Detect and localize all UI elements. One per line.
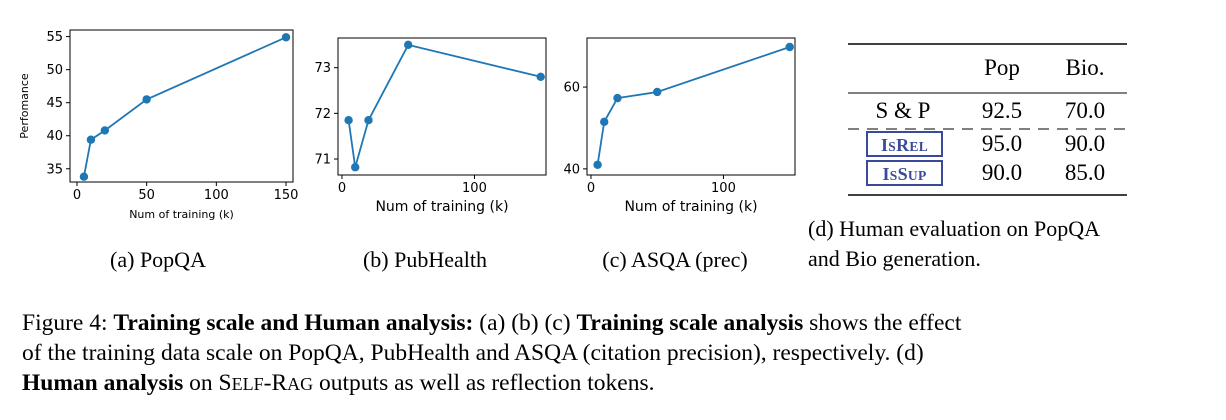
y-tick-label: 35: [46, 162, 63, 177]
y-tick-label: 72: [314, 107, 331, 122]
caption-line-2: of the training data scale on PopQA, Pub…: [22, 340, 924, 366]
series-line: [83, 36, 287, 177]
pubhealth-chart: 0 100 71 72 73 Num of training (k): [314, 37, 547, 215]
human-eval-table: Pop Bio. S & P 92.5 70.0 ISREL 95.0 90.0…: [848, 43, 1127, 196]
x-tick-label: 0: [338, 181, 346, 196]
row-issup-pop: 90.0: [982, 160, 1022, 185]
x-tick-label: 50: [138, 188, 155, 203]
data-point: [536, 72, 545, 82]
issup-token-box: [866, 160, 943, 186]
x-axis-label: Num of training (k): [624, 199, 757, 215]
data-point: [344, 116, 353, 125]
y-tick-label: 40: [563, 162, 580, 177]
row-isrel-pop: 95.0: [982, 131, 1022, 156]
subcaption-c: (c) ASQA (prec): [602, 247, 747, 272]
subcaption-d-line1: (d) Human evaluation on PopQA: [808, 216, 1100, 241]
data-point: [600, 117, 609, 127]
data-point: [593, 160, 602, 169]
data-point: [613, 93, 622, 103]
series-line: [596, 46, 790, 165]
table-header-bio: Bio.: [1066, 55, 1105, 80]
data-point: [86, 135, 96, 144]
y-tick-label: 71: [314, 153, 331, 168]
data-point: [404, 40, 413, 50]
x-tick-label: 150: [274, 188, 299, 203]
figure-caption: Figure 4: Training scale and Human analy…: [22, 310, 962, 396]
row-sp-label: S & P: [876, 98, 931, 123]
plot-frame: [337, 37, 547, 176]
y-tick-label: 60: [563, 81, 580, 96]
series-line: [347, 43, 541, 168]
x-tick-label: 100: [462, 181, 487, 196]
x-tick-label: 100: [204, 188, 229, 203]
x-axis-label: Num of training (k): [129, 208, 234, 221]
subcaption-d-line2: and Bio generation.: [808, 246, 981, 271]
table-header-pop: Pop: [984, 55, 1020, 80]
y-tick-label: 50: [46, 63, 63, 78]
popqa-chart: 0 50 100 150 35 40 45 50 55 Num of training (k) Pe…: [18, 29, 299, 221]
y-tick-label: 45: [46, 96, 63, 111]
y-axis-label: Perfomance: [18, 73, 31, 139]
isrel-token-label: ISREL: [881, 135, 928, 155]
data-point: [142, 95, 151, 104]
caption-line-1: Figure 4: Training scale and Human analy…: [22, 310, 962, 336]
data-point: [281, 33, 291, 42]
x-tick-label: 100: [711, 181, 736, 196]
caption-line-3: Human analysis on SELF-RAG outputs as we…: [22, 370, 654, 396]
plot-frame: [586, 37, 796, 176]
issup-token-label: ISSUP: [882, 164, 926, 184]
x-axis-label: Num of training (k): [375, 199, 508, 215]
data-point: [100, 126, 110, 135]
row-sp-bio: 70.0: [1065, 98, 1105, 123]
y-tick-label: 55: [46, 30, 63, 45]
y-tick-label: 73: [314, 61, 331, 76]
y-tick-label: 40: [46, 129, 63, 144]
x-tick-label: 0: [587, 181, 595, 196]
row-isrel-bio: 90.0: [1065, 131, 1105, 156]
x-tick-label: 0: [73, 188, 81, 203]
data-point: [351, 163, 360, 172]
subcaption-a: (a) PopQA: [110, 247, 206, 272]
row-issup-bio: 85.0: [1065, 160, 1105, 185]
row-sp-pop: 92.5: [982, 98, 1022, 123]
plot-frame: [69, 29, 294, 183]
asqa-chart: 0 100 40 60 Num of training (k): [563, 37, 796, 215]
data-point: [79, 172, 89, 181]
data-point: [785, 42, 794, 52]
data-point: [364, 116, 373, 125]
subcaption-b: (b) PubHealth: [363, 247, 487, 272]
isrel-token-box: [866, 131, 943, 157]
data-point: [653, 87, 662, 97]
